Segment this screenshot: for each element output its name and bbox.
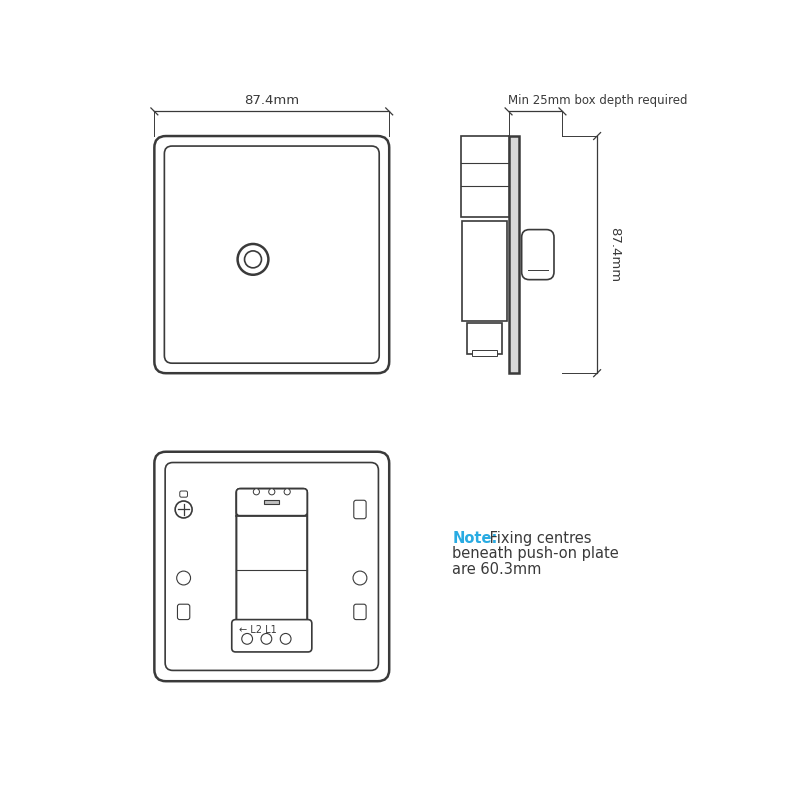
Circle shape [261, 634, 272, 644]
Text: Min 25mm box depth required: Min 25mm box depth required [508, 94, 687, 106]
FancyBboxPatch shape [522, 230, 554, 280]
Text: 87.4mm: 87.4mm [608, 227, 621, 282]
Text: are 60.3mm: are 60.3mm [452, 562, 542, 577]
Circle shape [245, 251, 262, 268]
FancyBboxPatch shape [232, 619, 312, 652]
FancyBboxPatch shape [154, 136, 390, 373]
Circle shape [254, 489, 259, 495]
Circle shape [284, 489, 290, 495]
Text: beneath push-on plate: beneath push-on plate [452, 546, 619, 562]
FancyBboxPatch shape [236, 489, 307, 516]
FancyBboxPatch shape [180, 491, 187, 497]
Bar [472, 350, 497, 356]
Bar [509, 136, 518, 373]
Circle shape [238, 244, 268, 274]
Text: Note:: Note: [452, 531, 498, 546]
FancyBboxPatch shape [236, 489, 307, 623]
Bar [264, 500, 279, 504]
FancyBboxPatch shape [354, 604, 366, 619]
FancyBboxPatch shape [178, 604, 190, 619]
Text: ← L2 L1: ← L2 L1 [239, 626, 277, 635]
Circle shape [353, 571, 367, 585]
Circle shape [175, 501, 192, 518]
Bar [467, 323, 502, 354]
Circle shape [177, 571, 190, 585]
FancyBboxPatch shape [154, 452, 390, 682]
Text: 87.4mm: 87.4mm [244, 94, 299, 106]
Circle shape [242, 634, 253, 644]
Bar [461, 136, 509, 217]
Circle shape [269, 489, 275, 495]
Text: Fixing centres: Fixing centres [485, 531, 591, 546]
FancyBboxPatch shape [354, 500, 366, 518]
Circle shape [280, 634, 291, 644]
Bar [462, 221, 507, 321]
